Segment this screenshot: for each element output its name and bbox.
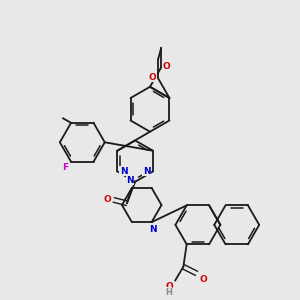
Text: H: H	[165, 288, 172, 297]
Text: N: N	[126, 176, 134, 184]
Text: O: O	[165, 282, 173, 291]
Text: O: O	[163, 62, 171, 71]
Text: O: O	[199, 275, 207, 284]
Text: N: N	[143, 167, 150, 176]
Text: F: F	[62, 164, 68, 172]
Text: N: N	[120, 167, 127, 176]
Text: O: O	[149, 73, 157, 82]
Text: O: O	[103, 195, 111, 204]
Text: N: N	[149, 225, 157, 234]
